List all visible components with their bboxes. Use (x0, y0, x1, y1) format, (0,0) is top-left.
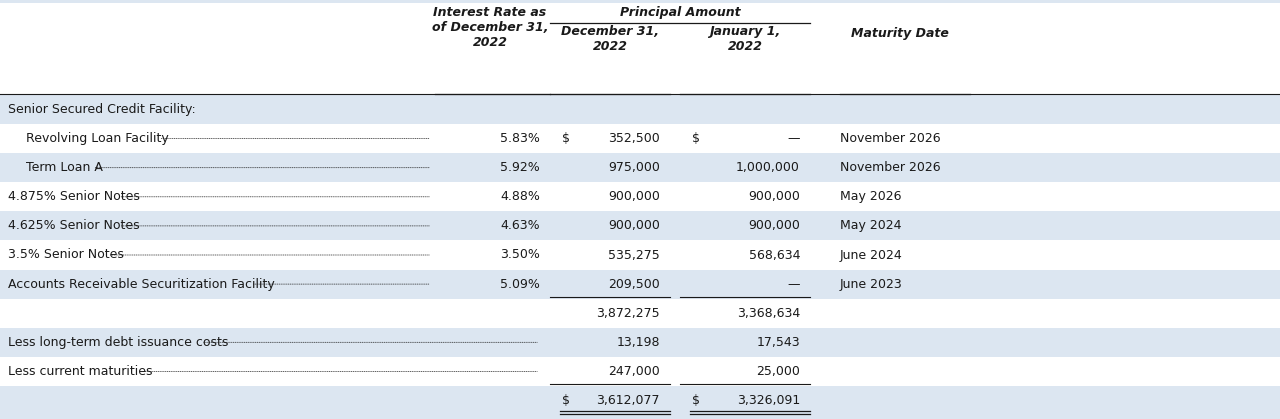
Bar (0, 124, 1280, 153)
Text: Term Loan A: Term Loan A (26, 161, 102, 174)
Text: 5.09%: 5.09% (500, 278, 540, 291)
Text: 4.875% Senior Notes: 4.875% Senior Notes (8, 190, 140, 203)
Text: June 2024: June 2024 (840, 248, 902, 261)
Text: 900,000: 900,000 (608, 220, 660, 233)
Text: 900,000: 900,000 (608, 190, 660, 203)
Text: 209,500: 209,500 (608, 278, 660, 291)
Text: 900,000: 900,000 (748, 190, 800, 203)
Text: Revolving Loan Facility: Revolving Loan Facility (26, 132, 169, 145)
Text: Principal Amount: Principal Amount (620, 6, 740, 19)
Text: Less current maturities: Less current maturities (8, 365, 152, 378)
Text: 4.625% Senior Notes: 4.625% Senior Notes (8, 220, 140, 233)
Bar (0, 328, 1280, 357)
Bar (0, 299, 1280, 328)
Text: 3,872,275: 3,872,275 (596, 307, 660, 320)
Text: $: $ (692, 394, 700, 407)
Text: 3.50%: 3.50% (500, 248, 540, 261)
Text: 5.83%: 5.83% (500, 132, 540, 145)
Text: Accounts Receivable Securitization Facility: Accounts Receivable Securitization Facil… (8, 278, 275, 291)
Text: 4.63%: 4.63% (500, 220, 540, 233)
Text: $: $ (562, 132, 570, 145)
Text: November 2026: November 2026 (840, 161, 941, 174)
Text: 247,000: 247,000 (608, 365, 660, 378)
Text: December 31,
2022: December 31, 2022 (561, 25, 659, 53)
Text: 535,275: 535,275 (608, 248, 660, 261)
Text: 975,000: 975,000 (608, 161, 660, 174)
Bar (0, 182, 1280, 211)
Text: Maturity Date: Maturity Date (851, 26, 948, 39)
Text: 17,543: 17,543 (756, 336, 800, 349)
Text: 1,000,000: 1,000,000 (736, 161, 800, 174)
Text: —: — (787, 278, 800, 291)
Text: Interest Rate as
of December 31,
2022: Interest Rate as of December 31, 2022 (431, 6, 548, 49)
Text: November 2026: November 2026 (840, 132, 941, 145)
Text: 5.92%: 5.92% (500, 161, 540, 174)
Bar (0, 269, 1280, 299)
Text: Senior Secured Credit Facility:: Senior Secured Credit Facility: (8, 103, 196, 116)
Bar (0, 95, 1280, 124)
Text: $: $ (692, 132, 700, 145)
Text: 3,612,077: 3,612,077 (596, 394, 660, 407)
Text: 352,500: 352,500 (608, 132, 660, 145)
Text: 4.88%: 4.88% (500, 190, 540, 203)
Text: Less long-term debt issuance costs: Less long-term debt issuance costs (8, 336, 228, 349)
Text: —: — (787, 132, 800, 145)
Text: January 1,
2022: January 1, 2022 (709, 25, 781, 53)
Text: 568,634: 568,634 (749, 248, 800, 261)
Text: May 2026: May 2026 (840, 190, 901, 203)
Text: 3.5% Senior Notes: 3.5% Senior Notes (8, 248, 124, 261)
Text: 3,326,091: 3,326,091 (737, 394, 800, 407)
Text: 3,368,634: 3,368,634 (737, 307, 800, 320)
Text: June 2023: June 2023 (840, 278, 902, 291)
Bar (0, 3, 1280, 95)
Text: 25,000: 25,000 (756, 365, 800, 378)
Text: 900,000: 900,000 (748, 220, 800, 233)
Text: May 2024: May 2024 (840, 220, 901, 233)
Text: $: $ (562, 394, 570, 407)
Text: 13,198: 13,198 (617, 336, 660, 349)
Bar (0, 357, 1280, 386)
Bar (0, 211, 1280, 241)
Bar (0, 386, 1280, 415)
Bar (0, 241, 1280, 269)
Bar (0, 153, 1280, 182)
